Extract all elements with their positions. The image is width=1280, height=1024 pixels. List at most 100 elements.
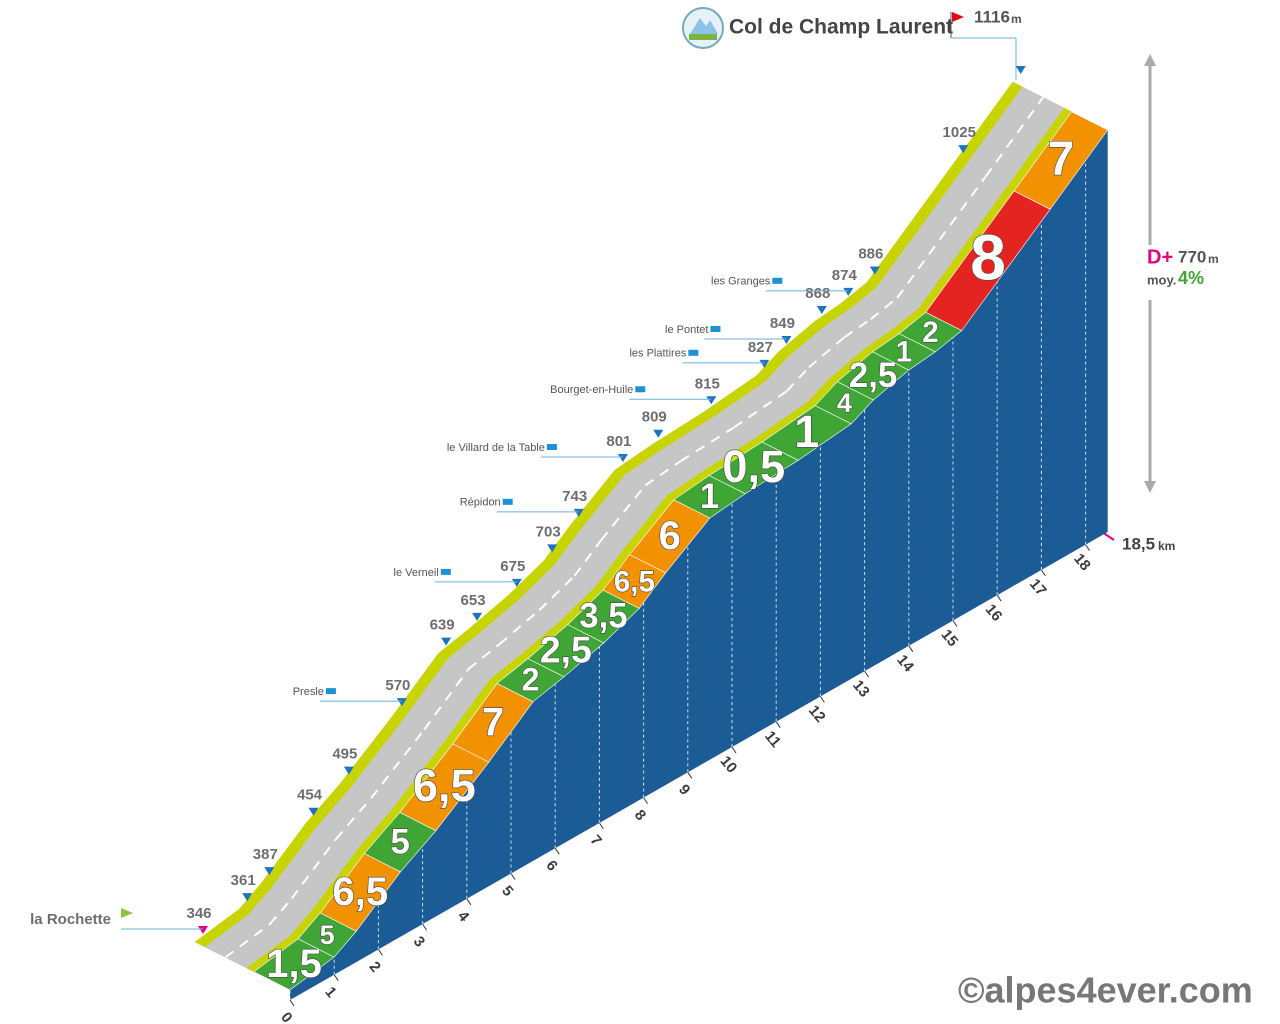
- road-centerline: [498, 609, 540, 645]
- road-layer: [954, 81, 1023, 167]
- road-centerline: [467, 643, 501, 670]
- gradient-label: 6,5: [614, 565, 655, 598]
- gradient-label: 8: [970, 222, 1006, 294]
- x-tick: [510, 873, 516, 880]
- x-tick: [819, 696, 825, 703]
- profile-face: [290, 130, 1108, 1000]
- altitude-label: 361: [231, 872, 256, 889]
- x-tick: [864, 670, 870, 678]
- place-label: le Pontet: [665, 324, 708, 336]
- x-tick: [1040, 569, 1046, 577]
- altitude-marker: [781, 335, 792, 344]
- place-label: le Verneil: [394, 567, 439, 579]
- x-tick: [731, 746, 737, 754]
- summit-flag: [952, 12, 964, 22]
- altitude-label: 387: [253, 846, 278, 863]
- road-centerline: [290, 838, 337, 900]
- altitude-marker: [617, 454, 628, 463]
- place-icon: [635, 386, 646, 393]
- place-label: les Granges: [711, 276, 771, 288]
- arrow-head: [1144, 481, 1156, 493]
- place-icon: [440, 568, 451, 575]
- x-tick-label: 17: [1026, 576, 1050, 600]
- place-icon: [710, 325, 721, 332]
- place-label: la Rochette: [30, 911, 111, 928]
- altitude-marker: [511, 578, 522, 587]
- place-icon: [688, 349, 699, 356]
- gradient-label: 5: [320, 920, 335, 950]
- gradient-label: 3,5: [579, 597, 627, 636]
- x-tick: [422, 923, 428, 931]
- altitude-label: 809: [642, 409, 667, 426]
- altitude-marker: [242, 893, 253, 902]
- place-icon: [772, 277, 783, 284]
- x-tick-label: 11: [761, 728, 784, 751]
- place-icon: [502, 498, 513, 505]
- road-centerline: [808, 336, 845, 369]
- gradient-label: 5: [390, 822, 409, 861]
- place-label: Bourget-en-Huile: [550, 384, 633, 396]
- x-tick-label: 7: [587, 832, 605, 849]
- altitude-marker: [706, 396, 717, 405]
- gradient-label: 1: [794, 406, 819, 457]
- gradient-label: 2: [522, 662, 540, 698]
- start-flag: [121, 908, 133, 918]
- altitude-marker: [816, 306, 827, 315]
- road-centerline: [224, 923, 271, 959]
- altitude-marker: [264, 867, 275, 876]
- x-tick: [289, 999, 295, 1007]
- place-label: le Villard de la Table: [447, 442, 545, 454]
- x-tick: [643, 797, 649, 804]
- x-tick-label: 14: [893, 652, 917, 676]
- road-centerline: [600, 484, 647, 541]
- x-tick: [775, 721, 781, 728]
- gradient-label: 1,5: [266, 942, 322, 986]
- road-centerline: [843, 318, 872, 339]
- badge-mountain: [690, 18, 718, 34]
- climb-value: 770: [1178, 247, 1206, 266]
- x-tick-label: 5: [498, 882, 516, 899]
- road-centerline: [370, 728, 426, 799]
- x-tick-label: 0: [277, 1009, 295, 1024]
- altitude-label: 454: [297, 787, 323, 804]
- average-label: moy.: [1147, 272, 1176, 287]
- altitude-label: 849: [770, 315, 795, 332]
- altitude-label: 1025: [943, 124, 976, 141]
- gradient-label: 1: [896, 336, 912, 369]
- gradient-label: 2,5: [849, 356, 897, 395]
- altitude-marker: [573, 508, 584, 517]
- altitude-marker: [759, 359, 770, 368]
- x-tick-label: 9: [675, 781, 693, 798]
- altitude-label: 827: [748, 339, 773, 356]
- altitude-label: 743: [562, 488, 587, 505]
- distance-unit: km: [1158, 539, 1175, 553]
- gradient-segment: [1013, 111, 1109, 210]
- x-tick: [952, 620, 958, 627]
- x-tick-label: 13: [849, 677, 873, 701]
- altitude-marker: [843, 287, 854, 296]
- x-tick-label: 2: [366, 958, 384, 975]
- x-tick: [377, 949, 383, 956]
- summit-unit: m: [1011, 12, 1022, 26]
- x-tick-label: 12: [805, 702, 829, 726]
- average-value: 4%: [1178, 268, 1204, 288]
- summit-altitude: 1116: [974, 7, 1010, 26]
- gradient-label: 7: [482, 700, 504, 744]
- x-tick: [687, 772, 693, 779]
- title-badge: [682, 7, 724, 49]
- altitude-label: 868: [805, 285, 830, 302]
- x-tick-label: 18: [1070, 550, 1094, 574]
- altitude-marker: [308, 807, 319, 816]
- x-tick: [908, 645, 914, 653]
- road-centerline: [538, 575, 576, 611]
- x-tick-label: 8: [631, 807, 649, 824]
- gradient-label: 7: [1048, 133, 1075, 186]
- altitude-label: 570: [385, 677, 410, 694]
- altitude-marker: [343, 766, 354, 775]
- gradient-label: 1: [700, 477, 719, 516]
- road-centerline: [573, 539, 602, 577]
- climb-label: D+: [1147, 246, 1173, 268]
- altitude-marker: [441, 637, 452, 646]
- altitude-label: 801: [606, 433, 631, 450]
